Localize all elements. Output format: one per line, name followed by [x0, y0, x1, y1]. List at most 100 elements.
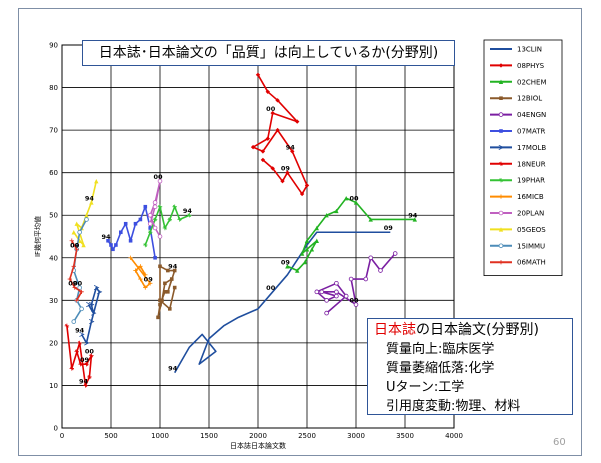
note-heading: 日本誌の日本論文(分野別) [374, 321, 566, 340]
year-label-18neur: 09 [80, 356, 90, 364]
data-point-19phar [187, 213, 192, 218]
data-point-16micb [148, 281, 153, 286]
data-point-16micb [143, 285, 148, 290]
data-point-12biol [163, 281, 167, 286]
legend-marker-02chem [498, 79, 504, 84]
data-point-08phys [270, 166, 275, 171]
data-point-08phys [275, 98, 280, 103]
note-line-2: 質量萎縮低落:化学 [386, 361, 495, 376]
legend-marker-18neur [498, 161, 504, 166]
data-point-07matr [128, 238, 133, 243]
data-point-04engn [319, 289, 325, 295]
note-heading-red: 日本誌 [374, 322, 416, 338]
data-point-02chem [353, 200, 359, 205]
data-point-15immu [77, 229, 82, 235]
data-point-18neur [64, 323, 70, 329]
year-label-08phys: 09 [281, 165, 291, 173]
slide-title: 日本誌･日本論文の「品質」は向上しているか(分野別) [82, 40, 455, 66]
data-point-04engn [343, 293, 349, 299]
data-point-02chem [368, 217, 373, 222]
x-tick-label: 3000 [347, 432, 365, 440]
data-point-04engn [348, 276, 354, 282]
data-point-17molb [79, 331, 85, 337]
data-point-08phys [270, 110, 275, 116]
data-point-02chem [309, 247, 315, 252]
slide-border [18, 8, 582, 456]
data-point-17molb [89, 319, 95, 325]
x-axis-title: 日本誌日本論文数 [230, 441, 286, 450]
data-point-02chem [314, 225, 319, 231]
data-point-19phar [177, 217, 182, 222]
data-point-08phys [260, 157, 266, 163]
note-heading-rest: の日本論文(分野別) [416, 322, 539, 338]
data-point-02chem [304, 238, 310, 243]
data-point-06math [71, 264, 76, 269]
data-point-12biol [166, 268, 170, 273]
year-label-13clin: 09 [384, 224, 394, 232]
data-point-08phys [280, 178, 285, 184]
data-point-07matr [153, 255, 157, 260]
year-label-02chem: 09 [281, 258, 291, 266]
data-point-05geos [71, 230, 76, 235]
year-label-02chem: 94 [408, 211, 418, 219]
data-point-19phar [143, 242, 148, 248]
legend-label-08phys: 08PHYS [517, 62, 545, 70]
data-point-02chem [412, 217, 417, 222]
data-point-07matr [143, 204, 148, 209]
data-point-07matr [106, 238, 110, 243]
data-point-07matr [138, 217, 143, 222]
data-point-12biol [158, 264, 162, 269]
data-point-18neur [78, 361, 83, 367]
data-point-07matr [123, 221, 128, 226]
data-point-04engn [324, 310, 329, 316]
data-point-06math [72, 285, 77, 290]
y-tick-label: 70 [49, 127, 58, 135]
legend-marker-04engn [498, 112, 504, 117]
data-point-05geos [74, 221, 79, 226]
data-point-19phar [167, 217, 172, 222]
y-tick-label: 20 [49, 339, 58, 347]
data-point-12biol [158, 302, 162, 307]
data-point-05geos [81, 242, 86, 248]
legend-label-19phar: 19PHAR [517, 177, 545, 185]
data-point-15immu [71, 319, 77, 324]
data-point-02chem [344, 196, 349, 201]
data-point-08phys [295, 119, 300, 124]
year-label-05geos: 94 [85, 194, 95, 202]
data-point-18neur [87, 374, 92, 380]
y-tick-label: 30 [49, 297, 58, 305]
data-point-04engn [368, 255, 374, 261]
year-label-13clin: 94 [168, 365, 178, 373]
data-point-08phys [260, 149, 266, 154]
data-point-08phys [285, 170, 290, 175]
data-point-16micb [128, 255, 133, 260]
year-label-02chem: 00 [349, 194, 359, 202]
note-line-4: 引用度変動:物理、材料 [386, 399, 521, 414]
data-point-07matr [148, 226, 152, 230]
data-point-02chem [295, 268, 300, 273]
legend-label-17molb: 17MOLB [517, 144, 546, 152]
data-point-15immu [79, 306, 84, 312]
data-point-05geos [89, 200, 94, 205]
data-point-12biol [166, 290, 170, 294]
data-point-04engn [392, 251, 398, 256]
data-point-04engn [334, 293, 339, 299]
data-point-08phys [265, 136, 270, 141]
data-point-18neur [83, 383, 88, 388]
year-label-12biol: 94 [168, 263, 178, 271]
data-point-17molb [96, 289, 103, 295]
summary-note: 日本誌の日本論文(分野別) 質量向上:臨床医学 質量萎縮低落:化学 Uターン:工… [367, 318, 573, 415]
y-tick-label: 40 [49, 254, 58, 262]
year-label-20plan: 00 [153, 173, 163, 181]
data-point-08phys [265, 89, 270, 95]
data-point-15immu [84, 217, 89, 222]
data-point-07matr [111, 247, 115, 252]
data-point-04engn [363, 276, 369, 282]
year-label-15immu: 00 [73, 280, 83, 288]
data-point-20plan [157, 178, 163, 184]
data-point-20plan [147, 221, 153, 227]
data-point-18neur [77, 340, 82, 346]
data-point-16micb [138, 264, 143, 269]
data-point-06math [74, 247, 79, 252]
